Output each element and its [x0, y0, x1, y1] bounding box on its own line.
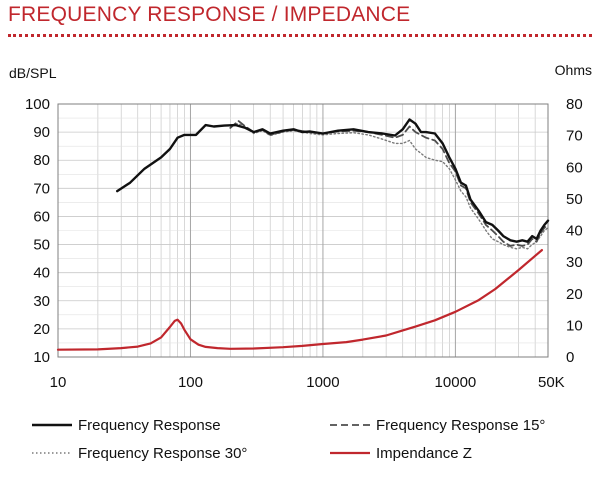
y-right-tick-label: 40 — [566, 223, 583, 240]
title-divider — [8, 34, 592, 37]
legend-entry-label: Frequency Response 15° — [376, 417, 545, 434]
y-right-tick-label: 0 — [566, 349, 574, 366]
y-right-tick-label: 70 — [566, 128, 583, 145]
y-left-tick-label: 30 — [33, 293, 50, 310]
left-axis-ticks: 10 20 30 40 50 60 70 80 90 100 — [25, 96, 50, 366]
x-axis-ticks: 10 100 1000 10000 50K — [50, 374, 565, 391]
y-right-tick-label: 20 — [566, 286, 583, 303]
chart-grid-major — [189, 104, 456, 357]
chart-legend: Frequency Response Frequency Response 15°… — [32, 417, 545, 462]
right-axis-label: Ohms — [555, 62, 592, 78]
y-left-tick-label: 40 — [33, 265, 50, 282]
legend-entry-label: Impendance Z — [376, 445, 472, 462]
y-left-tick-label: 100 — [25, 96, 50, 113]
y-left-tick-label: 50 — [33, 237, 50, 254]
chart-grid-minor — [58, 104, 548, 357]
y-left-tick-label: 20 — [33, 321, 50, 338]
legend-entry-label: Frequency Response 30° — [78, 445, 247, 462]
x-tick-label: 10 — [50, 374, 67, 391]
series-line-4 — [56, 249, 543, 351]
right-axis-ticks: 0 10 20 30 40 50 60 70 80 — [566, 96, 583, 366]
y-left-tick-label: 80 — [33, 152, 50, 169]
left-axis-label: dB/SPL — [9, 65, 57, 81]
x-tick-label: 10000 — [435, 374, 477, 391]
plot-area-frame — [57, 103, 549, 358]
y-left-tick-label: 60 — [33, 208, 50, 225]
y-left-tick-label: 90 — [33, 124, 50, 141]
series-line-1 — [116, 118, 550, 243]
chart-title: FREQUENCY RESPONSE / IMPEDANCE — [8, 3, 411, 26]
y-right-tick-label: 10 — [566, 317, 583, 334]
x-tick-label: 100 — [178, 374, 203, 391]
series-line-3 — [235, 123, 549, 250]
y-left-tick-label: 10 — [33, 349, 50, 366]
y-left-tick-label: 70 — [33, 180, 50, 197]
y-right-tick-label: 50 — [566, 191, 583, 208]
x-tick-label: 1000 — [306, 374, 339, 391]
series-line-2 — [229, 120, 549, 247]
x-tick-label: 50K — [538, 374, 565, 391]
legend-entry-label: Frequency Response — [78, 417, 221, 434]
chart-series-layer — [56, 118, 550, 351]
y-right-tick-label: 30 — [566, 254, 583, 271]
y-right-tick-label: 60 — [566, 159, 583, 176]
y-right-tick-label: 80 — [566, 96, 583, 113]
